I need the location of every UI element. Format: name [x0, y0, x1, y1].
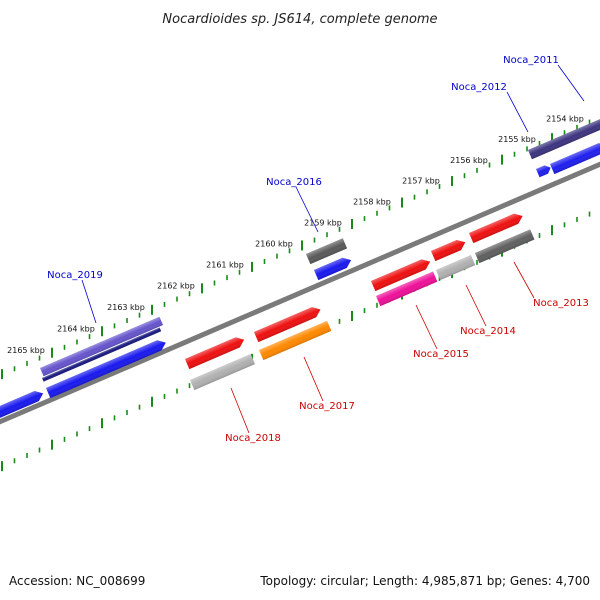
gene-feature-shine [528, 118, 600, 160]
genome-backbone [0, 161, 600, 425]
gene-feature-noca-2017[interactable] [254, 304, 323, 343]
leader-line [513, 261, 535, 299]
gene-label-noca-2018[interactable]: Noca_2018 [225, 433, 281, 444]
gene-feature-shine [40, 316, 164, 377]
scale-label: 2162 kbp [157, 281, 195, 290]
gene-label-noca-2019[interactable]: Noca_2019 [47, 270, 103, 281]
gene-labels: Noca_2011 Noca_2012 Noca_2016 Noca_2019 Noca… [47, 55, 589, 444]
gene-feature-noca-2016[interactable] [314, 255, 353, 281]
gene-label-noca-2014[interactable]: Noca_2014 [460, 326, 516, 337]
gene-feature-shine [306, 238, 348, 265]
gene-label-noca-2017[interactable]: Noca_2017 [299, 401, 355, 412]
gene-feature-noca-2019[interactable] [0, 388, 45, 419]
scale-label: 2154 kbp [546, 115, 584, 124]
gene-feature-shine [254, 307, 321, 343]
gene-feature-shine [475, 229, 535, 264]
leader-line [81, 279, 97, 324]
scale-label: 2156 kbp [450, 156, 488, 165]
accession-text: Accession: NC_008699 [9, 574, 146, 588]
gene-feature-noca-2012[interactable] [550, 140, 600, 175]
gene-feature-noca-2015[interactable] [371, 257, 432, 292]
gene-feature-shine [185, 337, 245, 370]
gene-feature-shine [469, 213, 523, 244]
leader-line [415, 304, 438, 350]
gene-feature-noca-2013[interactable] [475, 229, 535, 264]
gene-feature-noca-2019[interactable] [42, 327, 162, 382]
gene-feature-shine [550, 143, 600, 175]
gene-feature-noca-2017[interactable] [259, 320, 332, 361]
leader-line [230, 387, 250, 434]
scale-label: 2160 kbp [255, 239, 293, 248]
gene-feature-noca-2018[interactable] [185, 335, 246, 370]
gene-feature-shine [259, 320, 332, 361]
gene-feature-shine [42, 327, 162, 382]
gene-feature-shine [46, 340, 166, 399]
genome-summary-text: Topology: circular; Length: 4,985,871 bp… [260, 574, 590, 588]
map-title: Nocardioides sp. JS614, complete genome [162, 12, 437, 27]
gene-feature-shine [314, 257, 352, 281]
gene-feature-noca-2012[interactable] [536, 163, 552, 178]
scale-label: 2157 kbp [402, 176, 440, 185]
gene-features [0, 118, 600, 419]
leader-line [303, 356, 324, 402]
gene-label-noca-2012[interactable]: Noca_2012 [451, 82, 507, 93]
gene-label-noca-2015[interactable]: Noca_2015 [413, 349, 469, 360]
gene-feature-noca-2019[interactable] [40, 316, 164, 377]
gene-feature-shine [371, 259, 431, 292]
scale-label: 2161 kbp [206, 260, 244, 269]
leader-line [295, 186, 319, 233]
label-leader-lines [81, 64, 585, 434]
gene-feature-noca-2011[interactable] [528, 118, 600, 160]
scale-label: 2158 kbp [353, 197, 391, 206]
scale-label: 2155 kbp [498, 135, 536, 144]
scale-label: 2164 kbp [57, 324, 95, 333]
gene-label-noca-2013[interactable]: Noca_2013 [533, 298, 589, 309]
gene-label-noca-2016[interactable]: Noca_2016 [266, 177, 322, 188]
gene-feature-shine [536, 165, 551, 178]
gene-feature-noca-2014[interactable] [436, 255, 476, 281]
leader-line [506, 91, 529, 133]
gene-feature-noca-2013[interactable] [469, 211, 525, 244]
gene-feature-shine [436, 255, 476, 281]
gene-feature-shine [376, 271, 438, 307]
scale-label: 2163 kbp [107, 303, 145, 312]
gene-feature-noca-2018[interactable] [190, 353, 255, 391]
gene-feature-noca-2019[interactable] [46, 338, 168, 399]
scale-label: 2165 kbp [7, 346, 45, 355]
gene-feature-shine [431, 239, 466, 262]
gene-feature-noca-2016[interactable] [306, 238, 348, 265]
gene-feature-shine [0, 391, 44, 419]
leader-line [557, 64, 585, 102]
leader-line [465, 284, 487, 327]
scale-label: 2159 kbp [304, 218, 342, 227]
gene-feature-noca-2014[interactable] [431, 237, 468, 262]
gene-label-noca-2011[interactable]: Noca_2011 [503, 55, 559, 66]
gene-feature-noca-2015[interactable] [376, 271, 438, 307]
gene-feature-shine [190, 353, 255, 391]
scale-labels: 2154 kbp 2155 kbp 2156 kbp 2157 kbp 2158 kbp… [7, 115, 584, 355]
